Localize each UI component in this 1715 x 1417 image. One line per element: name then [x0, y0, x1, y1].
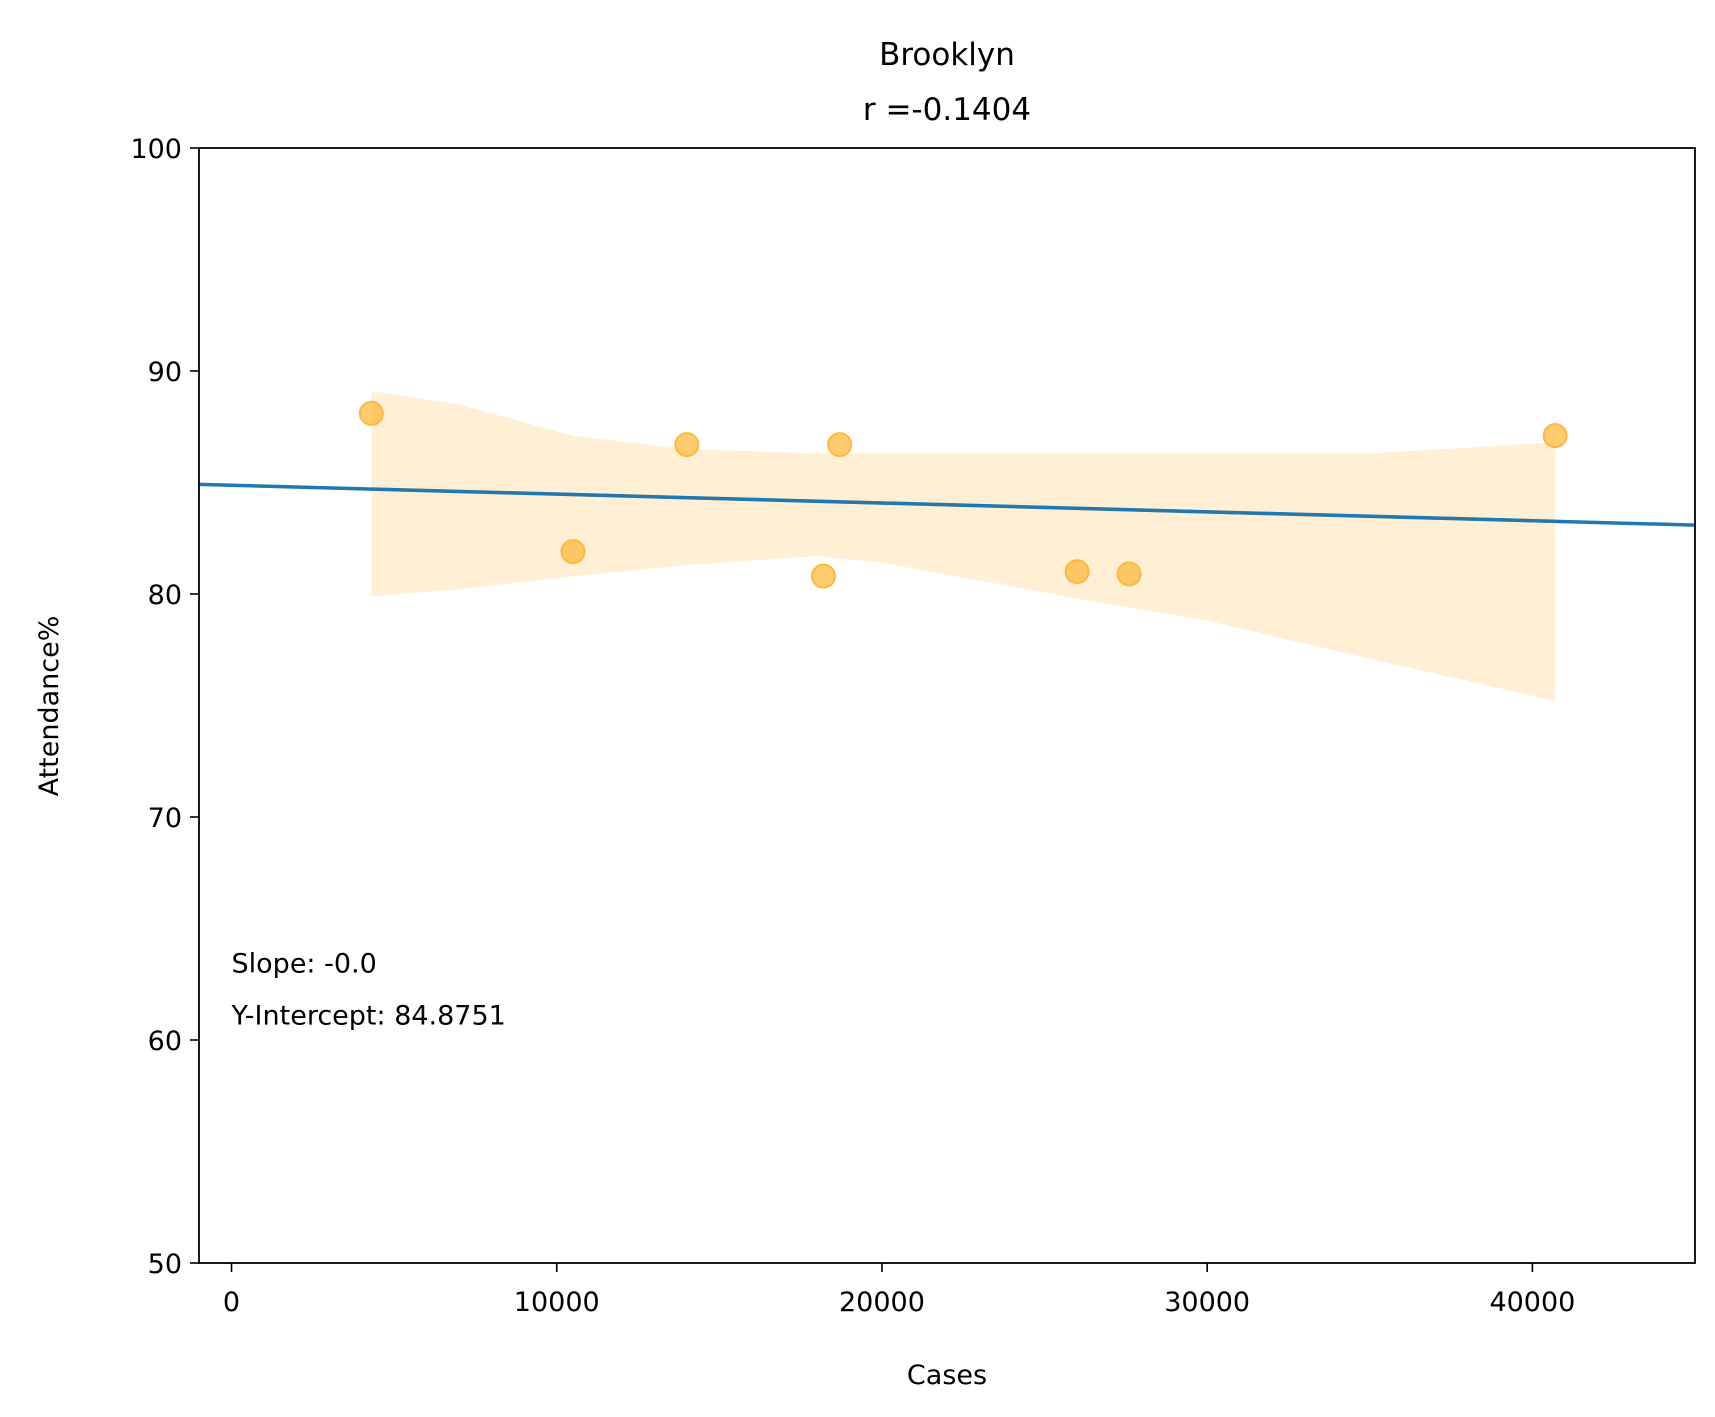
confidence-band: [371, 391, 1556, 701]
y-tick-label: 50: [148, 1249, 182, 1280]
data-point: [674, 432, 700, 458]
x-tick-label: 20000: [839, 1287, 925, 1318]
x-axis-ticks: 0 10000 20000 30000 40000: [223, 1263, 1575, 1318]
x-tick-label: 30000: [1164, 1287, 1250, 1318]
data-point: [1542, 423, 1568, 449]
y-tick-label: 100: [130, 134, 182, 165]
data-point: [560, 539, 586, 565]
y-tick-label: 80: [148, 580, 182, 611]
x-tick-label: 0: [223, 1287, 240, 1318]
data-point-layer: [358, 400, 1568, 589]
y-tick-label: 70: [148, 803, 182, 834]
data-point: [358, 400, 384, 426]
annotation-slope: Slope: -0.0: [232, 948, 377, 979]
fit-line: [198, 482, 1696, 527]
annotation-intercept: Y-Intercept: 84.8751: [231, 1000, 506, 1031]
y-axis-ticks: 50 60 70 80 90 100: [130, 134, 199, 1280]
confidence-band-layer: [371, 391, 1556, 701]
data-point: [1116, 561, 1142, 587]
chart-subtitle: r =-0.1404: [863, 92, 1031, 128]
chart-title: Brooklyn: [879, 37, 1015, 73]
y-tick-label: 60: [148, 1026, 182, 1057]
y-axis-label: Attendance%: [34, 616, 65, 797]
x-tick-label: 40000: [1489, 1287, 1575, 1318]
regression-line-layer: [198, 482, 1696, 527]
plot-frame: [198, 147, 1696, 1264]
data-point: [810, 563, 836, 589]
data-point: [1064, 559, 1090, 585]
y-tick-label: 90: [148, 357, 182, 388]
x-tick-label: 10000: [514, 1287, 600, 1318]
data-point: [827, 432, 853, 458]
x-axis-label: Cases: [907, 1360, 987, 1391]
